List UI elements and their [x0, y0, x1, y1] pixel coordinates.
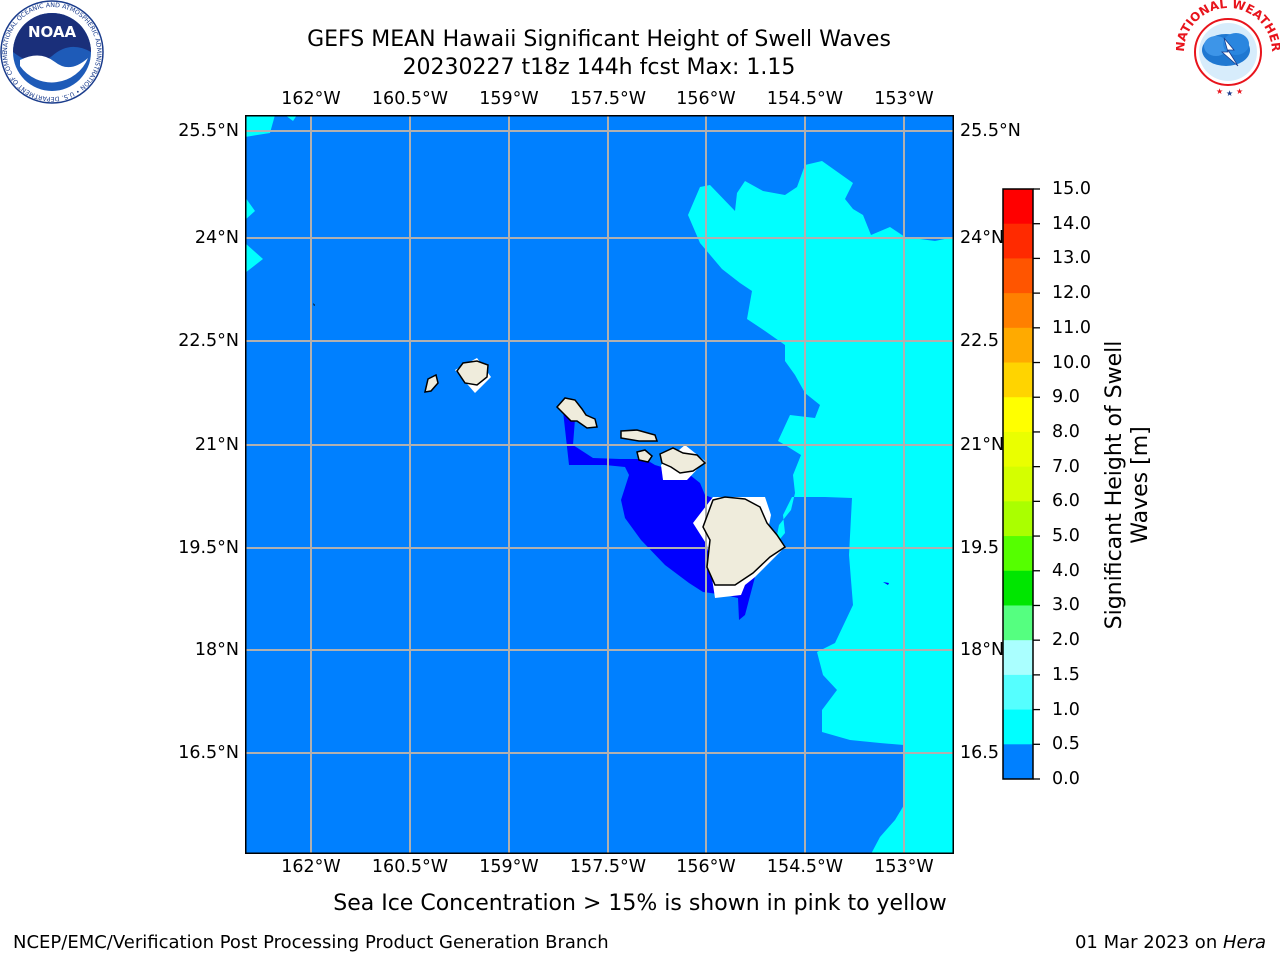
colorbar-tick-label: 4.0	[1052, 560, 1080, 581]
lon-tick-bottom: 159°W	[479, 857, 539, 877]
colorbar-band	[1003, 709, 1033, 745]
colorbar	[1002, 188, 1040, 780]
map-grid	[245, 115, 954, 854]
colorbar-band	[1003, 536, 1033, 572]
colorbar-label-line1: Significant Height of Swell	[1102, 340, 1127, 630]
colorbar-tick-label: 13.0	[1052, 248, 1091, 269]
map-title: GEFS MEAN Hawaii Significant Height of S…	[307, 27, 891, 52]
lon-tick-top: 162°W	[281, 89, 341, 109]
colorbar-tick-label: 0.0	[1052, 769, 1080, 789]
footer-machine: Hera	[1222, 932, 1266, 953]
lat-tick-left: 18°N	[194, 640, 239, 660]
lat-tick-right: 24°N	[960, 228, 1005, 248]
lon-tick-bottom: 162°W	[281, 857, 341, 877]
colorbar-tick-label: 5.0	[1052, 526, 1080, 547]
colorbar-frame	[1002, 188, 1034, 780]
colorbar-band	[1003, 327, 1033, 364]
colorbar-band	[1003, 640, 1033, 676]
colorbar-tick-label: 0.5	[1052, 734, 1080, 755]
lon-tick-top: 156°W	[676, 89, 736, 109]
colorbar-tick-label: 10.0	[1052, 352, 1091, 373]
island-molokai	[620, 429, 659, 442]
lat-tick-left: 25.5°N	[178, 121, 239, 141]
lat-tick-left: 22.5°N	[178, 331, 239, 351]
lat-tick-right: 18°N	[960, 640, 1005, 660]
colorbar-tick-label: 14.0	[1052, 213, 1091, 234]
colorbar-band	[1003, 223, 1033, 259]
svg-text:★: ★	[1216, 87, 1223, 96]
colorbar-band	[1003, 570, 1033, 606]
island-niihau	[424, 373, 439, 393]
lat-tick-left: 24°N	[194, 228, 239, 248]
colorbar-tick-label: 2.0	[1052, 630, 1080, 651]
map-subtitle: 20230227 t18z 144h fcst Max: 1.15	[402, 55, 796, 80]
lat-tick-right: 16.5	[960, 743, 999, 763]
lat-tick-left: 19.5°N	[178, 538, 239, 558]
colorbar-tick-label: 9.0	[1052, 387, 1080, 408]
island-maui	[659, 447, 707, 474]
lon-tick-bottom: 160.5°W	[371, 857, 449, 877]
lon-tick-bottom: 157.5°W	[569, 857, 647, 877]
colorbar-tick-label: 11.0	[1052, 317, 1091, 338]
nws-logo: NATIONAL WEATHER SERVICE ★ ★ ★	[1176, 0, 1280, 98]
footer-date: 01 Mar 2023 on Hera	[1075, 932, 1266, 953]
colorbar-tick-label: 1.5	[1052, 664, 1080, 685]
colorbar-tick-marks	[1033, 188, 1040, 780]
sea-ice-note: Sea Ice Concentration > 15% is shown in …	[333, 891, 947, 916]
colorbar-band	[1003, 605, 1033, 641]
lon-tick-bottom: 154.5°W	[766, 857, 844, 877]
svg-text:NOAA: NOAA	[28, 23, 77, 41]
svg-text:★: ★	[1226, 89, 1233, 98]
lon-tick-top: 154.5°W	[766, 89, 844, 109]
colorbar-tick-label: 6.0	[1052, 491, 1080, 512]
lat-tick-right: 22.5	[960, 331, 999, 351]
footer-org: NCEP/EMC/Verification Post Processing Pr…	[13, 932, 609, 953]
footer-date-text: 01 Mar 2023 on	[1074, 932, 1223, 953]
colorbar-band	[1003, 674, 1033, 711]
colorbar-tick-label: 8.0	[1052, 421, 1080, 442]
colorbar-band	[1003, 501, 1033, 537]
colorbar-label-line2: Waves [m]	[1128, 426, 1153, 544]
swell-patch-w2	[245, 243, 263, 273]
island-big-island	[702, 496, 787, 586]
colorbar-label: Significant Height of Swell Waves [m]	[1102, 341, 1154, 630]
lon-tick-bottom: 156°W	[676, 857, 736, 877]
svg-text:★: ★	[1236, 87, 1243, 96]
colorbar-band	[1003, 293, 1033, 329]
swell-patch-w1	[245, 197, 255, 220]
island-lanai	[636, 449, 653, 463]
map-frame	[245, 115, 954, 854]
swell-band-1-0-1-5	[688, 115, 954, 854]
lon-tick-top: 160.5°W	[371, 89, 449, 109]
colorbar-band	[1003, 189, 1033, 225]
colorbar-tick-label: 7.0	[1052, 456, 1080, 477]
hawaiian-islands	[424, 360, 787, 586]
lon-tick-top: 159°W	[479, 89, 539, 109]
colorbar-band	[1003, 397, 1033, 433]
colorbar-band	[1003, 466, 1033, 502]
colorbar-band	[1003, 258, 1033, 294]
colorbar-tick-label: 3.0	[1052, 595, 1080, 616]
island-kauai	[456, 360, 489, 386]
lat-tick-right: 19.5	[960, 538, 999, 558]
colorbar-tick-label: 1.0	[1052, 699, 1080, 720]
colorbar-band	[1003, 362, 1033, 398]
lon-tick-top: 157.5°W	[569, 89, 647, 109]
swell-height-map	[245, 115, 954, 854]
lon-tick-top: 153°W	[874, 89, 934, 109]
colorbar-band	[1003, 744, 1033, 780]
noaa-logo: NATIONAL OCEANIC AND ATMOSPHERIC ADMINIS…	[0, 0, 104, 104]
island-oahu	[555, 397, 598, 429]
speck	[313, 303, 315, 306]
speck2	[883, 582, 889, 585]
lon-tick-bottom: 153°W	[874, 857, 934, 877]
lat-tick-right: 21°N	[960, 435, 1005, 455]
colorbar-bands	[1003, 189, 1033, 780]
lat-tick-right: 25.5°N	[960, 121, 1021, 141]
lat-tick-left: 16.5°N	[178, 743, 239, 763]
colorbar-tick-label: 15.0	[1052, 179, 1091, 199]
lat-tick-left: 21°N	[194, 435, 239, 455]
colorbar-band	[1003, 431, 1033, 468]
colorbar-tick-label: 12.0	[1052, 283, 1091, 304]
